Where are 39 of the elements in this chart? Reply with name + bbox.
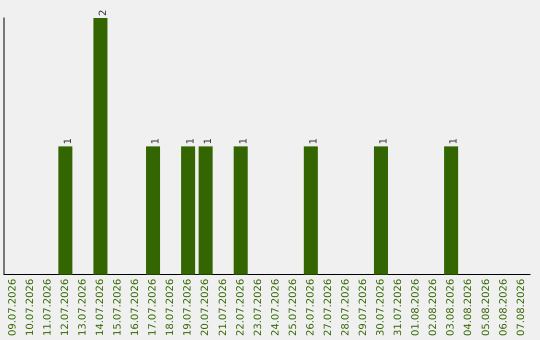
x-tick-label: 25.07.2026 xyxy=(288,278,299,336)
x-tick-label: 12.07.2026 xyxy=(60,278,71,336)
x-tick-label: 14.07.2026 xyxy=(95,278,106,336)
x-tick-label: 21.07.2026 xyxy=(218,278,229,336)
x-tick-label: 29.07.2026 xyxy=(358,278,370,336)
data-label: 1 xyxy=(308,138,320,144)
data-label: 2 xyxy=(98,10,110,16)
x-tick-label: 11.07.2026 xyxy=(42,278,54,336)
x-tick-label: 30.07.2026 xyxy=(376,278,387,336)
x-tick-label: 01.08.2026 xyxy=(410,278,422,336)
x-tick-label: 23.07.2026 xyxy=(252,278,264,336)
data-label: 1 xyxy=(150,138,162,144)
x-tick-label: 19.07.2026 xyxy=(182,278,194,336)
x-tick-label: 09.07.2026 xyxy=(7,278,18,336)
x-tick-label: 20.07.2026 xyxy=(200,278,212,336)
x-tick-label: 07.08.2026 xyxy=(516,278,527,336)
x-tick-label: 22.07.2026 xyxy=(235,278,246,336)
data-label: 1 xyxy=(203,138,214,144)
data-label: 1 xyxy=(448,138,460,144)
x-tick-label: 13.07.2026 xyxy=(77,278,88,336)
x-tick-label: 05.08.2026 xyxy=(480,278,492,336)
x-tick-label: 17.07.2026 xyxy=(148,278,159,336)
x-tick-label: 03.08.2026 xyxy=(446,278,457,336)
data-label: 1 xyxy=(378,138,390,144)
x-tick-label: 15.07.2026 xyxy=(112,278,124,336)
x-tick-label: 24.07.2026 xyxy=(270,278,282,336)
x-tick-label: 06.08.2026 xyxy=(498,278,510,336)
x-tick-label: 26.07.2026 xyxy=(305,278,316,336)
x-tick-label: 10.07.2026 xyxy=(24,278,36,336)
x-tick-label: 28.07.2026 xyxy=(340,278,352,336)
x-tick-label: 04.08.2026 xyxy=(463,278,474,336)
data-label: 1 xyxy=(186,138,197,144)
x-tick-label: 02.08.2026 xyxy=(428,278,440,336)
data-label: 1 xyxy=(62,138,74,144)
x-tick-label: 31.07.2026 xyxy=(393,278,404,336)
x-tick-label: 27.07.2026 xyxy=(322,278,334,336)
data-label: 1 xyxy=(238,138,250,144)
x-tick-label: 16.07.2026 xyxy=(130,278,142,336)
x-tick-label: 18.07.2026 xyxy=(165,278,176,336)
